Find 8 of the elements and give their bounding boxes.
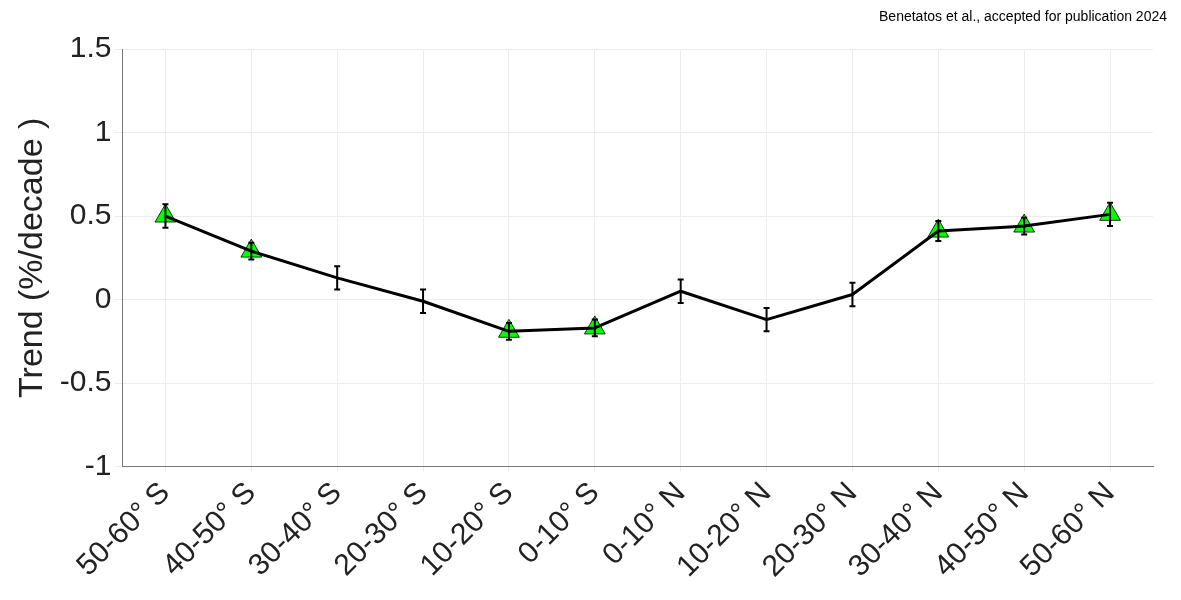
y-tick-label: -1 — [84, 447, 112, 481]
y-tick-label: -0.5 — [59, 364, 112, 398]
y-tick-label: 1 — [94, 113, 112, 147]
text: Benetatos et al., accepted for publication 2024 — [879, 8, 1167, 24]
y-tick-label: 1.5 — [69, 30, 112, 64]
y-axis-title: Trend (%/decade ) — [10, 117, 49, 398]
y-tick-label: 0.5 — [69, 197, 112, 231]
y-tick-label: 0 — [94, 280, 112, 314]
